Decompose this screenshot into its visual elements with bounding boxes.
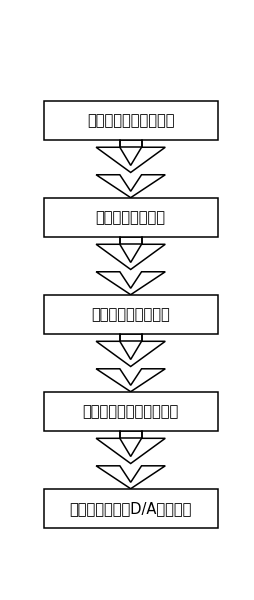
Text: 数字波形下载到D/A板后输出: 数字波形下载到D/A板后输出: [69, 501, 191, 516]
Polygon shape: [96, 175, 165, 197]
Text: 对载波型号进行正交调制: 对载波型号进行正交调制: [82, 404, 178, 419]
Polygon shape: [96, 466, 165, 489]
Polygon shape: [96, 244, 165, 269]
Bar: [44, 295, 217, 334]
Polygon shape: [96, 439, 165, 464]
Bar: [44, 392, 217, 431]
Text: 计算出数字基带信号: 计算出数字基带信号: [91, 307, 169, 322]
Bar: [44, 198, 217, 237]
Bar: [119, 431, 141, 439]
Bar: [44, 489, 217, 528]
Text: 生成数字载波信号: 生成数字载波信号: [95, 210, 165, 225]
Polygon shape: [96, 272, 165, 295]
Text: 计算射频脉冲中心频率: 计算射频脉冲中心频率: [87, 113, 174, 128]
Bar: [119, 140, 141, 147]
Bar: [119, 238, 141, 244]
Bar: [44, 101, 217, 140]
Polygon shape: [96, 369, 165, 392]
Bar: [119, 334, 141, 341]
Polygon shape: [96, 341, 165, 367]
Polygon shape: [96, 147, 165, 172]
